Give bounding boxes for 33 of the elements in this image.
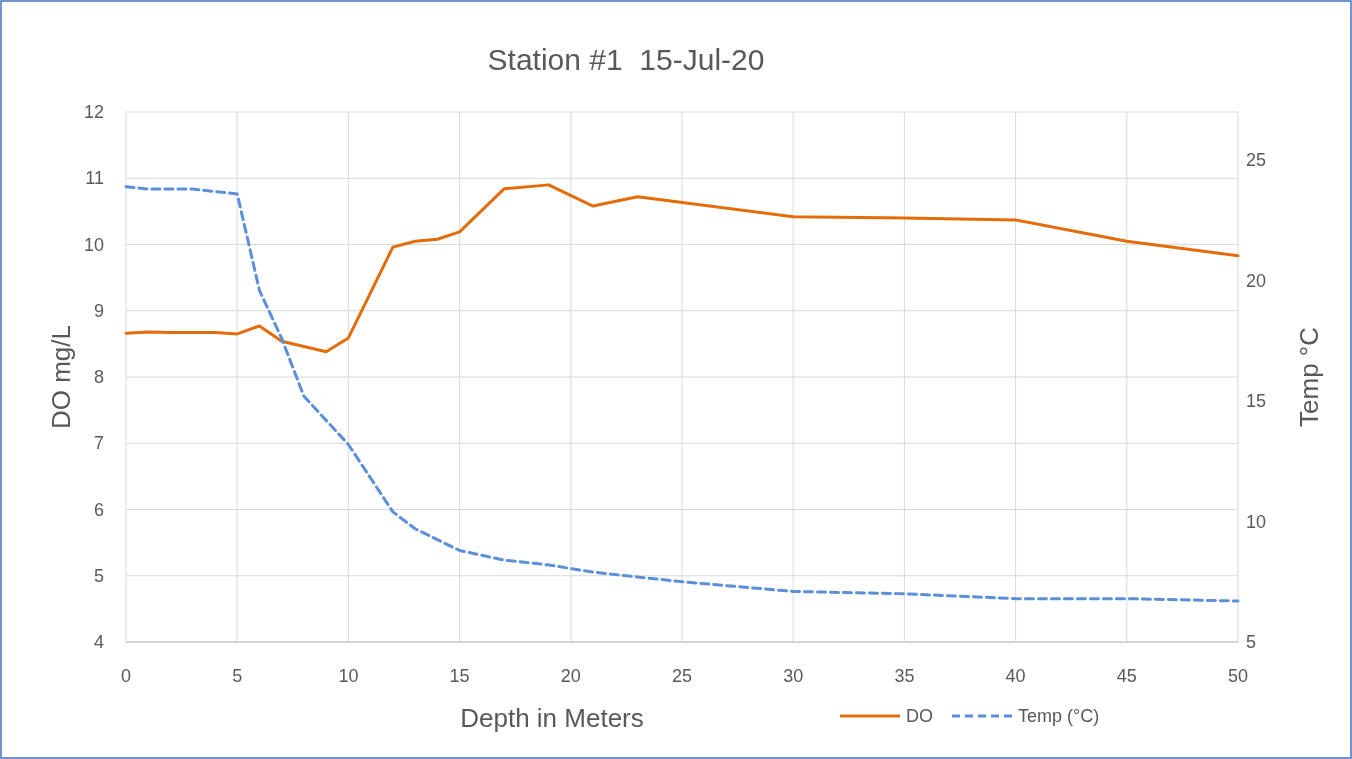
y-tick-label: 12 <box>83 102 104 122</box>
y-tick-label: 7 <box>93 433 104 454</box>
x-tick-label: 35 <box>894 666 915 686</box>
line-series <box>124 185 1240 603</box>
x-tick-label: 20 <box>560 666 581 686</box>
y2-tick-label: 20 <box>1246 270 1267 291</box>
y2-tick-label: 15 <box>1246 391 1267 412</box>
y-axis-title: DO mg/L <box>46 324 76 430</box>
x-tick-label: 50 <box>1227 666 1249 686</box>
x-axis-title: Depth in Meters <box>460 703 644 733</box>
y2-axis-title: Temp °C <box>1294 327 1324 427</box>
y-tick-label: 8 <box>93 367 104 387</box>
x-tick-label: 0 <box>120 666 132 686</box>
line-series <box>124 183 1240 354</box>
y2-tick-label: 25 <box>1246 150 1267 171</box>
y-tick-label: 5 <box>93 565 104 586</box>
y2-tick-label: 5 <box>1246 632 1257 652</box>
x-tick-label: 40 <box>1005 666 1026 686</box>
y2-tick-label: 10 <box>1246 511 1267 532</box>
x-tick-label: 30 <box>783 666 804 686</box>
y-tick-label: 11 <box>85 168 104 189</box>
legend-label: DO <box>906 706 933 726</box>
y-tick-label: 6 <box>93 499 104 520</box>
y-tick-label: 9 <box>93 300 104 321</box>
x-tick-label: 10 <box>338 666 359 686</box>
x-tick-label: 15 <box>449 666 470 686</box>
x-tick-label: 5 <box>232 666 243 686</box>
chart-title: Station #1 15-Jul-20 <box>487 43 765 76</box>
legend-label: Temp (°C) <box>1018 706 1100 726</box>
y-tick-label: 4 <box>93 632 104 652</box>
y-tick-label: 10 <box>83 234 104 255</box>
x-tick-label: 45 <box>1116 666 1137 686</box>
x-tick-label: 25 <box>671 666 693 686</box>
